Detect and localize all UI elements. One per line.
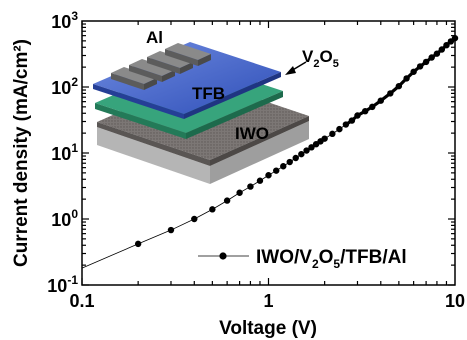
legend-label: IWO/V2O5/TFB/Al [256,247,407,271]
al-electrodes [111,43,211,90]
y-axis-tick-labels: 10-1 100 101 102 103 [47,9,78,296]
y-tick-label: 100 [51,207,78,230]
data-point [336,125,343,133]
al-electrode [111,67,157,90]
data-point [298,150,305,158]
data-point [223,197,231,204]
v2o5-layer-edge [95,103,186,139]
al-electrode [147,51,193,74]
tfb-layer [93,42,281,114]
iwo-layer-edge [97,122,210,166]
v2o5-arrow-head [285,66,296,75]
data-point [369,103,376,111]
data-point [256,177,264,184]
y-tick-label: 102 [51,75,78,98]
inset-label-iwo: IWO [235,124,269,143]
data-point [191,215,198,223]
data-point [321,135,328,142]
x-tick-label: 1 [263,291,273,311]
legend: IWO/V2O5/TFB/Al [198,247,407,271]
data-point [286,158,293,166]
data-point [273,167,280,174]
x-axis-tick-labels: 0.1 1 10 [69,291,465,311]
data-point [387,90,394,97]
data-point [292,154,299,162]
data-point [354,112,361,119]
data-point [422,58,430,66]
data-point [348,117,356,124]
data-point [362,107,369,115]
data-point [342,121,350,128]
device-stack-inset: Al TFB IWO V2O5 [93,28,339,184]
legend-marker [219,252,227,260]
x-axis-title: Voltage (V) [219,318,317,339]
data-point [308,144,315,151]
data-point [236,189,243,196]
x-tick-label: 10 [445,291,465,311]
data-point [167,226,175,234]
data-point [209,206,216,213]
y-tick-label: 101 [51,141,78,164]
inset-label-al: Al [146,28,163,47]
y-tick-label: 103 [51,9,78,32]
data-point [265,172,272,179]
y-axis-title: Current density (mA/cm²) [11,39,32,267]
tfb-layer-edge-front [184,72,281,119]
data-point [303,147,310,154]
data-point [134,240,142,248]
data-point [410,68,417,75]
data-point [395,82,403,90]
al-electrode [129,59,175,82]
inset-label-tfb: TFB [192,84,225,103]
series-layer [81,34,459,269]
data-point [280,163,287,170]
data-point [403,75,410,82]
inset-label-v2o5: V2O5 [302,47,339,70]
data-point [329,130,336,138]
y-axis-ticks [82,23,455,286]
x-tick-label: 0.1 [69,291,94,311]
v2o5-layer-edge-front [186,91,283,139]
y-tick-label: 10-1 [47,273,78,296]
data-point [247,183,254,190]
data-point [438,46,446,53]
data-point [428,54,435,61]
data-point [377,97,384,104]
data-point [433,50,441,57]
data-point [443,41,450,49]
tfb-layer-edge [93,84,184,119]
substrate-side [97,127,210,184]
iwo-layer-edge-front [210,116,309,166]
al-electrode [165,43,211,66]
substrate-front [210,121,309,184]
data-point [416,63,424,70]
